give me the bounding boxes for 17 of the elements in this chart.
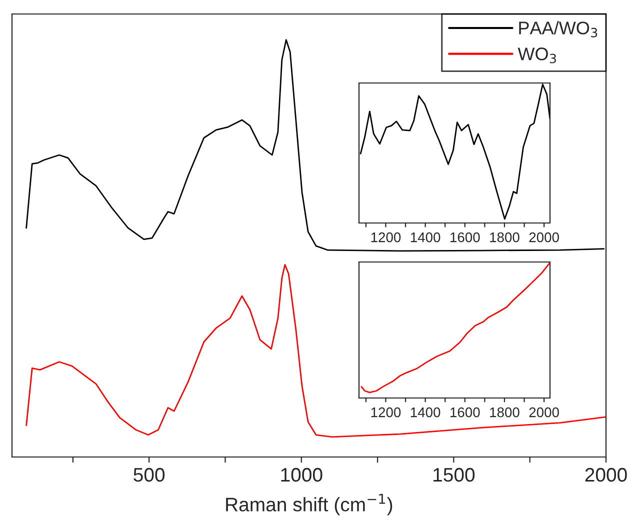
x-tick-label: 1000 xyxy=(281,468,322,482)
x-tick-label: 1600 xyxy=(450,232,480,242)
legend-label: WO$_{3}$ xyxy=(518,48,556,64)
x-tick-label: 1500 xyxy=(434,468,475,482)
x-tick-label: 1400 xyxy=(410,407,440,418)
x-axis-title: Raman shift (cm$^{−1}$) xyxy=(226,494,392,516)
x-tick-label: 1800 xyxy=(490,232,520,242)
x-tick-label: 2000 xyxy=(585,468,627,482)
x-tick-label: 1400 xyxy=(410,232,440,242)
x-tick-label: 1200 xyxy=(371,232,401,242)
x-tick-label: 500 xyxy=(134,468,165,482)
legend-label: PAA/WO$_{3}$ xyxy=(519,21,598,38)
x-tick-label: 2000 xyxy=(529,232,559,242)
x-tick-label: 1600 xyxy=(450,407,480,418)
x-tick-label: 1200 xyxy=(371,407,401,418)
x-tick-label: 1800 xyxy=(490,407,520,418)
x-tick-label: 2000 xyxy=(529,407,559,418)
